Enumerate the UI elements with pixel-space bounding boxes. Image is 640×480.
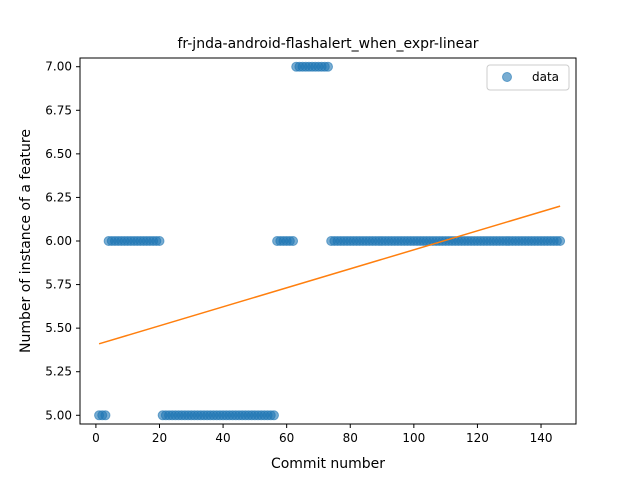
y-axis-label: Number of instance of a feature xyxy=(18,129,34,353)
data-point xyxy=(323,61,333,72)
x-tick-label: 140 xyxy=(530,431,553,445)
x-tick-label: 40 xyxy=(215,431,230,445)
x-axis-label: Commit number xyxy=(271,456,385,472)
data-point xyxy=(288,236,299,246)
x-axis-ticks: 0 20 40 60 80 100 120 140 xyxy=(92,424,552,445)
y-tick-label: 5.00 xyxy=(45,408,72,422)
trend-line xyxy=(98,205,561,345)
data-points xyxy=(94,61,566,421)
x-tick-label: 80 xyxy=(343,431,358,445)
data-point xyxy=(555,236,566,246)
legend-marker-data xyxy=(502,72,512,82)
chart-title: fr-jnda-android-flashalert_when_expr-lin… xyxy=(177,36,478,52)
data-point xyxy=(154,236,165,246)
x-tick-label: 120 xyxy=(466,431,489,445)
y-tick-label: 5.25 xyxy=(45,365,72,379)
data-point xyxy=(100,410,111,421)
y-tick-label: 5.75 xyxy=(45,278,72,292)
legend-box xyxy=(486,64,570,91)
y-tick-label: 6.25 xyxy=(45,190,72,204)
y-tick-label: 5.50 xyxy=(45,321,72,335)
legend: data xyxy=(486,64,570,91)
x-tick-label: 0 xyxy=(92,431,100,445)
trend-lines xyxy=(98,205,561,345)
x-tick-label: 60 xyxy=(279,431,294,445)
legend-label-data: data xyxy=(532,70,559,84)
y-tick-label: 6.50 xyxy=(45,147,72,161)
data-point xyxy=(268,410,279,421)
x-tick-label: 100 xyxy=(402,431,425,445)
y-tick-label: 6.75 xyxy=(45,103,72,117)
x-tick-label: 20 xyxy=(152,431,167,445)
y-tick-label: 7.00 xyxy=(45,60,72,74)
y-axis-ticks: 5.00 5.25 5.50 5.75 6.00 6.25 6.50 6.75 7.00 xyxy=(45,60,80,422)
y-tick-label: 6.00 xyxy=(45,234,72,248)
